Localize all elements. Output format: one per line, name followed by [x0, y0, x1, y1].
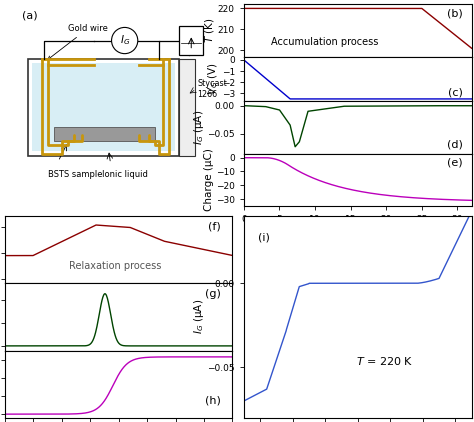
- Bar: [179, 59, 195, 156]
- Text: (e): (e): [447, 158, 463, 168]
- Circle shape: [111, 27, 138, 54]
- Text: $I_G$: $I_G$: [119, 34, 130, 47]
- Bar: [54, 127, 155, 141]
- Text: BSTS sample: BSTS sample: [48, 170, 102, 179]
- Y-axis label: $V_G$ (V): $V_G$ (V): [207, 62, 220, 95]
- Y-axis label: $I_G$ (μA): $I_G$ (μA): [192, 110, 206, 145]
- Bar: [28, 59, 179, 156]
- Text: (d): (d): [447, 139, 463, 149]
- Text: Gold wire: Gold wire: [48, 24, 108, 60]
- Text: (c): (c): [447, 88, 463, 97]
- Bar: [179, 27, 203, 55]
- Text: (i): (i): [257, 232, 269, 242]
- Text: (h): (h): [205, 396, 221, 406]
- Text: (f): (f): [209, 222, 221, 231]
- Text: Relaxation process: Relaxation process: [69, 261, 161, 271]
- Text: Stycast
1266: Stycast 1266: [197, 79, 227, 99]
- Text: (a): (a): [22, 10, 37, 20]
- Y-axis label: Charge (μC): Charge (μC): [204, 148, 214, 211]
- Y-axis label: $I_G$ (μA): $I_G$ (μA): [192, 299, 206, 335]
- Text: (g): (g): [205, 289, 221, 299]
- Bar: [32, 63, 175, 151]
- Text: (b): (b): [447, 8, 463, 19]
- Text: Accumulation process: Accumulation process: [271, 37, 379, 47]
- X-axis label: Time (min): Time (min): [329, 225, 386, 235]
- Text: Ionic liquid: Ionic liquid: [102, 170, 148, 179]
- Y-axis label: $T$ (K): $T$ (K): [203, 18, 216, 43]
- Text: $T$ = 220 K: $T$ = 220 K: [356, 355, 414, 367]
